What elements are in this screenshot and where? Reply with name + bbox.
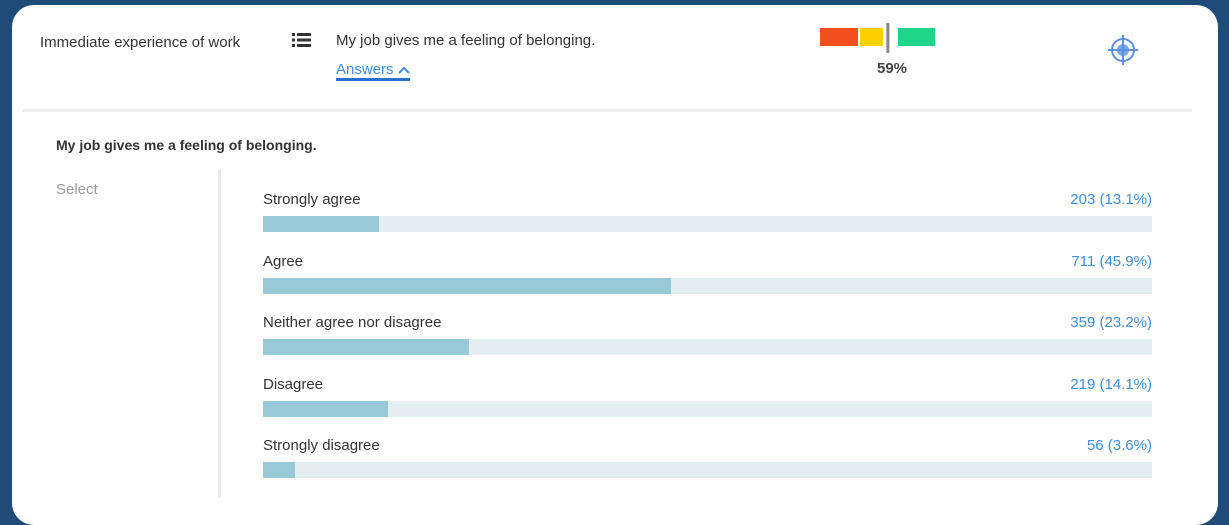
page: Immediate experience of work My job give… xyxy=(12,5,1218,525)
answer-label: Strongly disagree xyxy=(263,437,380,454)
bar xyxy=(263,277,672,294)
score-marker xyxy=(886,23,890,53)
answer-value: 711 (45.9%) xyxy=(1071,252,1152,270)
bar-track xyxy=(263,400,1152,417)
divider xyxy=(22,109,1192,112)
score-gauge xyxy=(820,23,935,53)
caret xyxy=(397,66,410,74)
answer-label: Neither agree nor disagree xyxy=(263,314,442,331)
answers-link[interactable]: Answers xyxy=(336,61,410,81)
bar-track xyxy=(263,339,1152,355)
filter[interactable]: Select xyxy=(56,181,98,198)
answer-value: 56 (3.6%) xyxy=(1086,437,1152,454)
bar xyxy=(263,400,389,417)
bar xyxy=(263,339,470,355)
question: My job gives me a feeling of belonging. xyxy=(336,32,596,49)
score-label: 59% xyxy=(876,60,908,77)
answer-label: Strongly agree xyxy=(263,191,361,208)
answers-link-text[interactable]: Answers xyxy=(336,61,394,78)
category: Immediate experience of work xyxy=(40,34,241,51)
bar xyxy=(263,216,380,232)
bar-track xyxy=(263,216,1152,232)
bar-track xyxy=(263,277,1152,294)
panel-title: My job gives me a feeling of belonging. xyxy=(56,137,317,153)
answer-value: 219 (14.1%) xyxy=(1070,375,1152,393)
bar-track xyxy=(263,462,1152,478)
answer-value: 359 (23.2%) xyxy=(1070,314,1152,331)
list-icon xyxy=(292,33,311,47)
bar xyxy=(263,462,295,478)
separator xyxy=(218,170,221,498)
target-icon[interactable] xyxy=(1106,33,1140,67)
answer-label: Agree xyxy=(263,252,304,270)
answer-label: Disagree xyxy=(263,375,324,393)
answer-value: 203 (13.1%) xyxy=(1070,191,1152,208)
card: Immediate experience of work My job give… xyxy=(12,5,1218,525)
